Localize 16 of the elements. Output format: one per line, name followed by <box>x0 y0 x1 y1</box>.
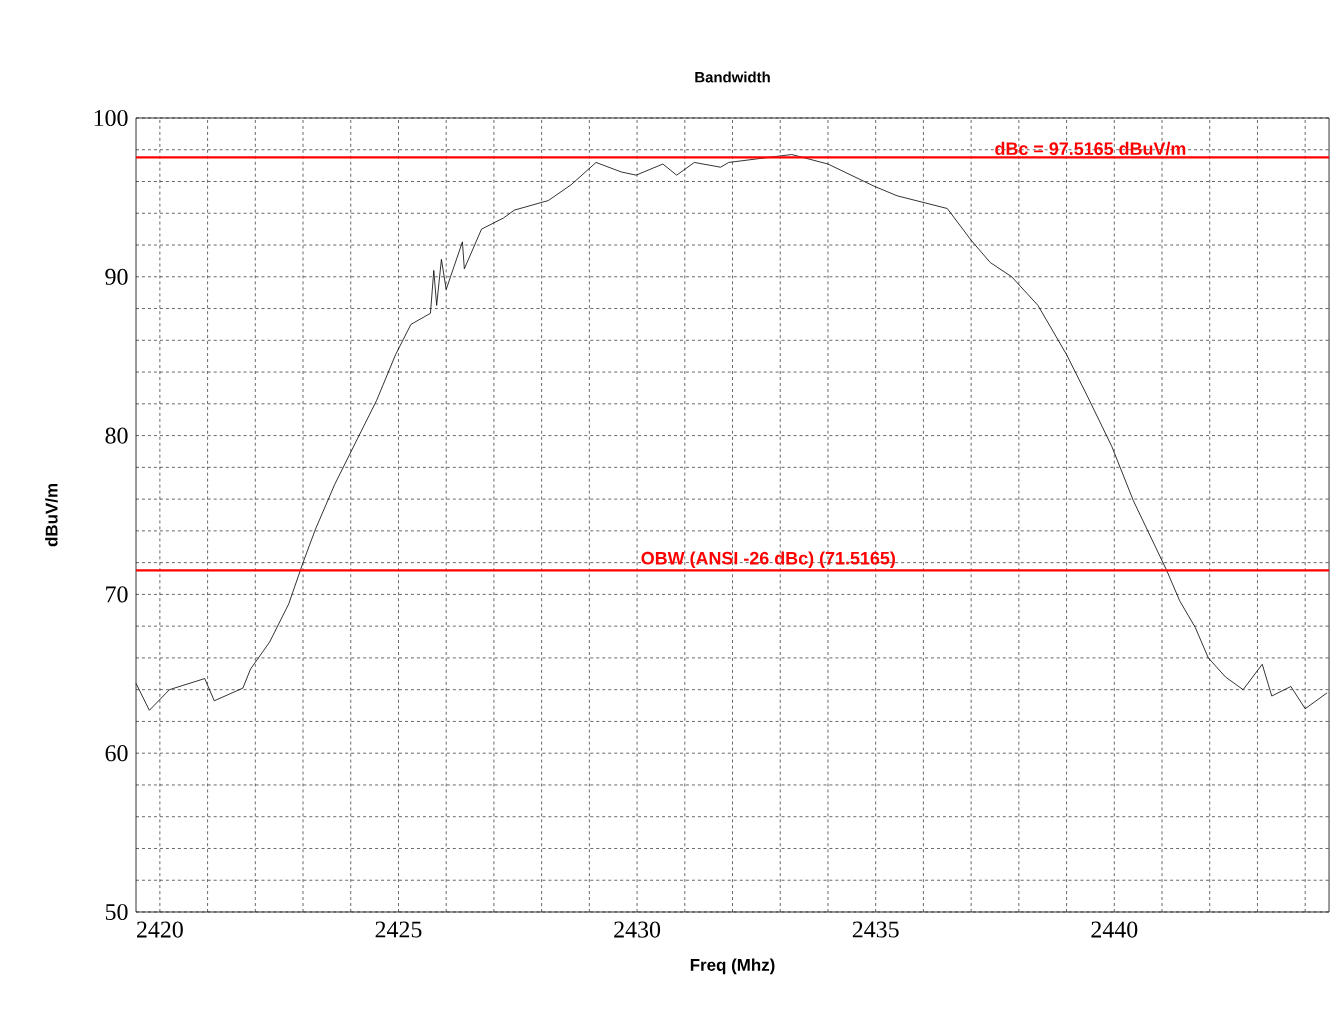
y-tick-label: 50 <box>105 903 128 921</box>
x-tick-label: 2430 <box>614 921 661 938</box>
y-tick-label: 60 <box>105 745 128 762</box>
ref-line-label: dBc = 97.5165 dBuV/m <box>995 141 1186 156</box>
x-tick-label: 2440 <box>1091 921 1138 938</box>
x-tick-label: 2420 <box>137 921 183 938</box>
y-tick-label: 70 <box>106 586 128 603</box>
ref-line-label: OBW (ANSI -26 dBc) (71.5165) <box>641 551 895 569</box>
x-tick-label: 2435 <box>852 921 899 938</box>
x-axis-title: Freq (Mhz) <box>690 958 775 975</box>
x-tick-label: 2425 <box>375 921 422 938</box>
y-axis-title: dBuV/m <box>45 484 58 547</box>
chart-title: Bandwidth <box>695 71 770 83</box>
y-tick-label: 90 <box>105 268 128 285</box>
y-tick-label: 80 <box>105 427 128 444</box>
y-tick-label: 100 <box>94 109 128 127</box>
